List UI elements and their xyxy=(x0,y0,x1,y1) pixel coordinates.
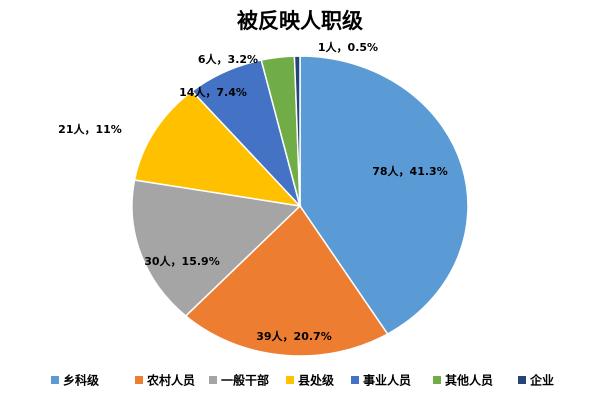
legend-label: 事业人员 xyxy=(363,373,411,388)
legend-swatch xyxy=(135,376,143,384)
pie-slice xyxy=(299,55,469,335)
pie-slice xyxy=(293,55,301,207)
data-label: 39人，20.7% xyxy=(256,329,331,343)
legend-label: 其他人员 xyxy=(445,373,493,388)
legend-swatch xyxy=(433,376,441,384)
chart-title: 被反映人职级 xyxy=(237,9,363,33)
legend-label: 企业 xyxy=(529,373,554,388)
legend-swatch xyxy=(51,376,59,384)
pie-slice xyxy=(133,90,303,208)
legend-swatch xyxy=(518,376,526,384)
data-label: 1人，0.5% xyxy=(318,40,378,54)
legend-swatch xyxy=(286,376,294,384)
pie-slice xyxy=(184,204,389,357)
pie-slice xyxy=(131,179,302,317)
legend-label: 县处级 xyxy=(298,373,334,388)
data-label: 21人，11% xyxy=(58,122,122,136)
data-label: 30人，15.9% xyxy=(144,254,219,268)
data-label: 14人，7.4% xyxy=(179,85,247,99)
data-label: 6人，3.2% xyxy=(198,52,258,66)
legend-label: 乡科级 xyxy=(63,373,99,388)
legend-label: 农村人员 xyxy=(146,373,195,388)
legend-label: 一般干部 xyxy=(221,373,269,388)
legend-swatch xyxy=(209,376,217,384)
data-label: 78人，41.3% xyxy=(372,164,447,178)
legend-swatch xyxy=(351,376,359,384)
